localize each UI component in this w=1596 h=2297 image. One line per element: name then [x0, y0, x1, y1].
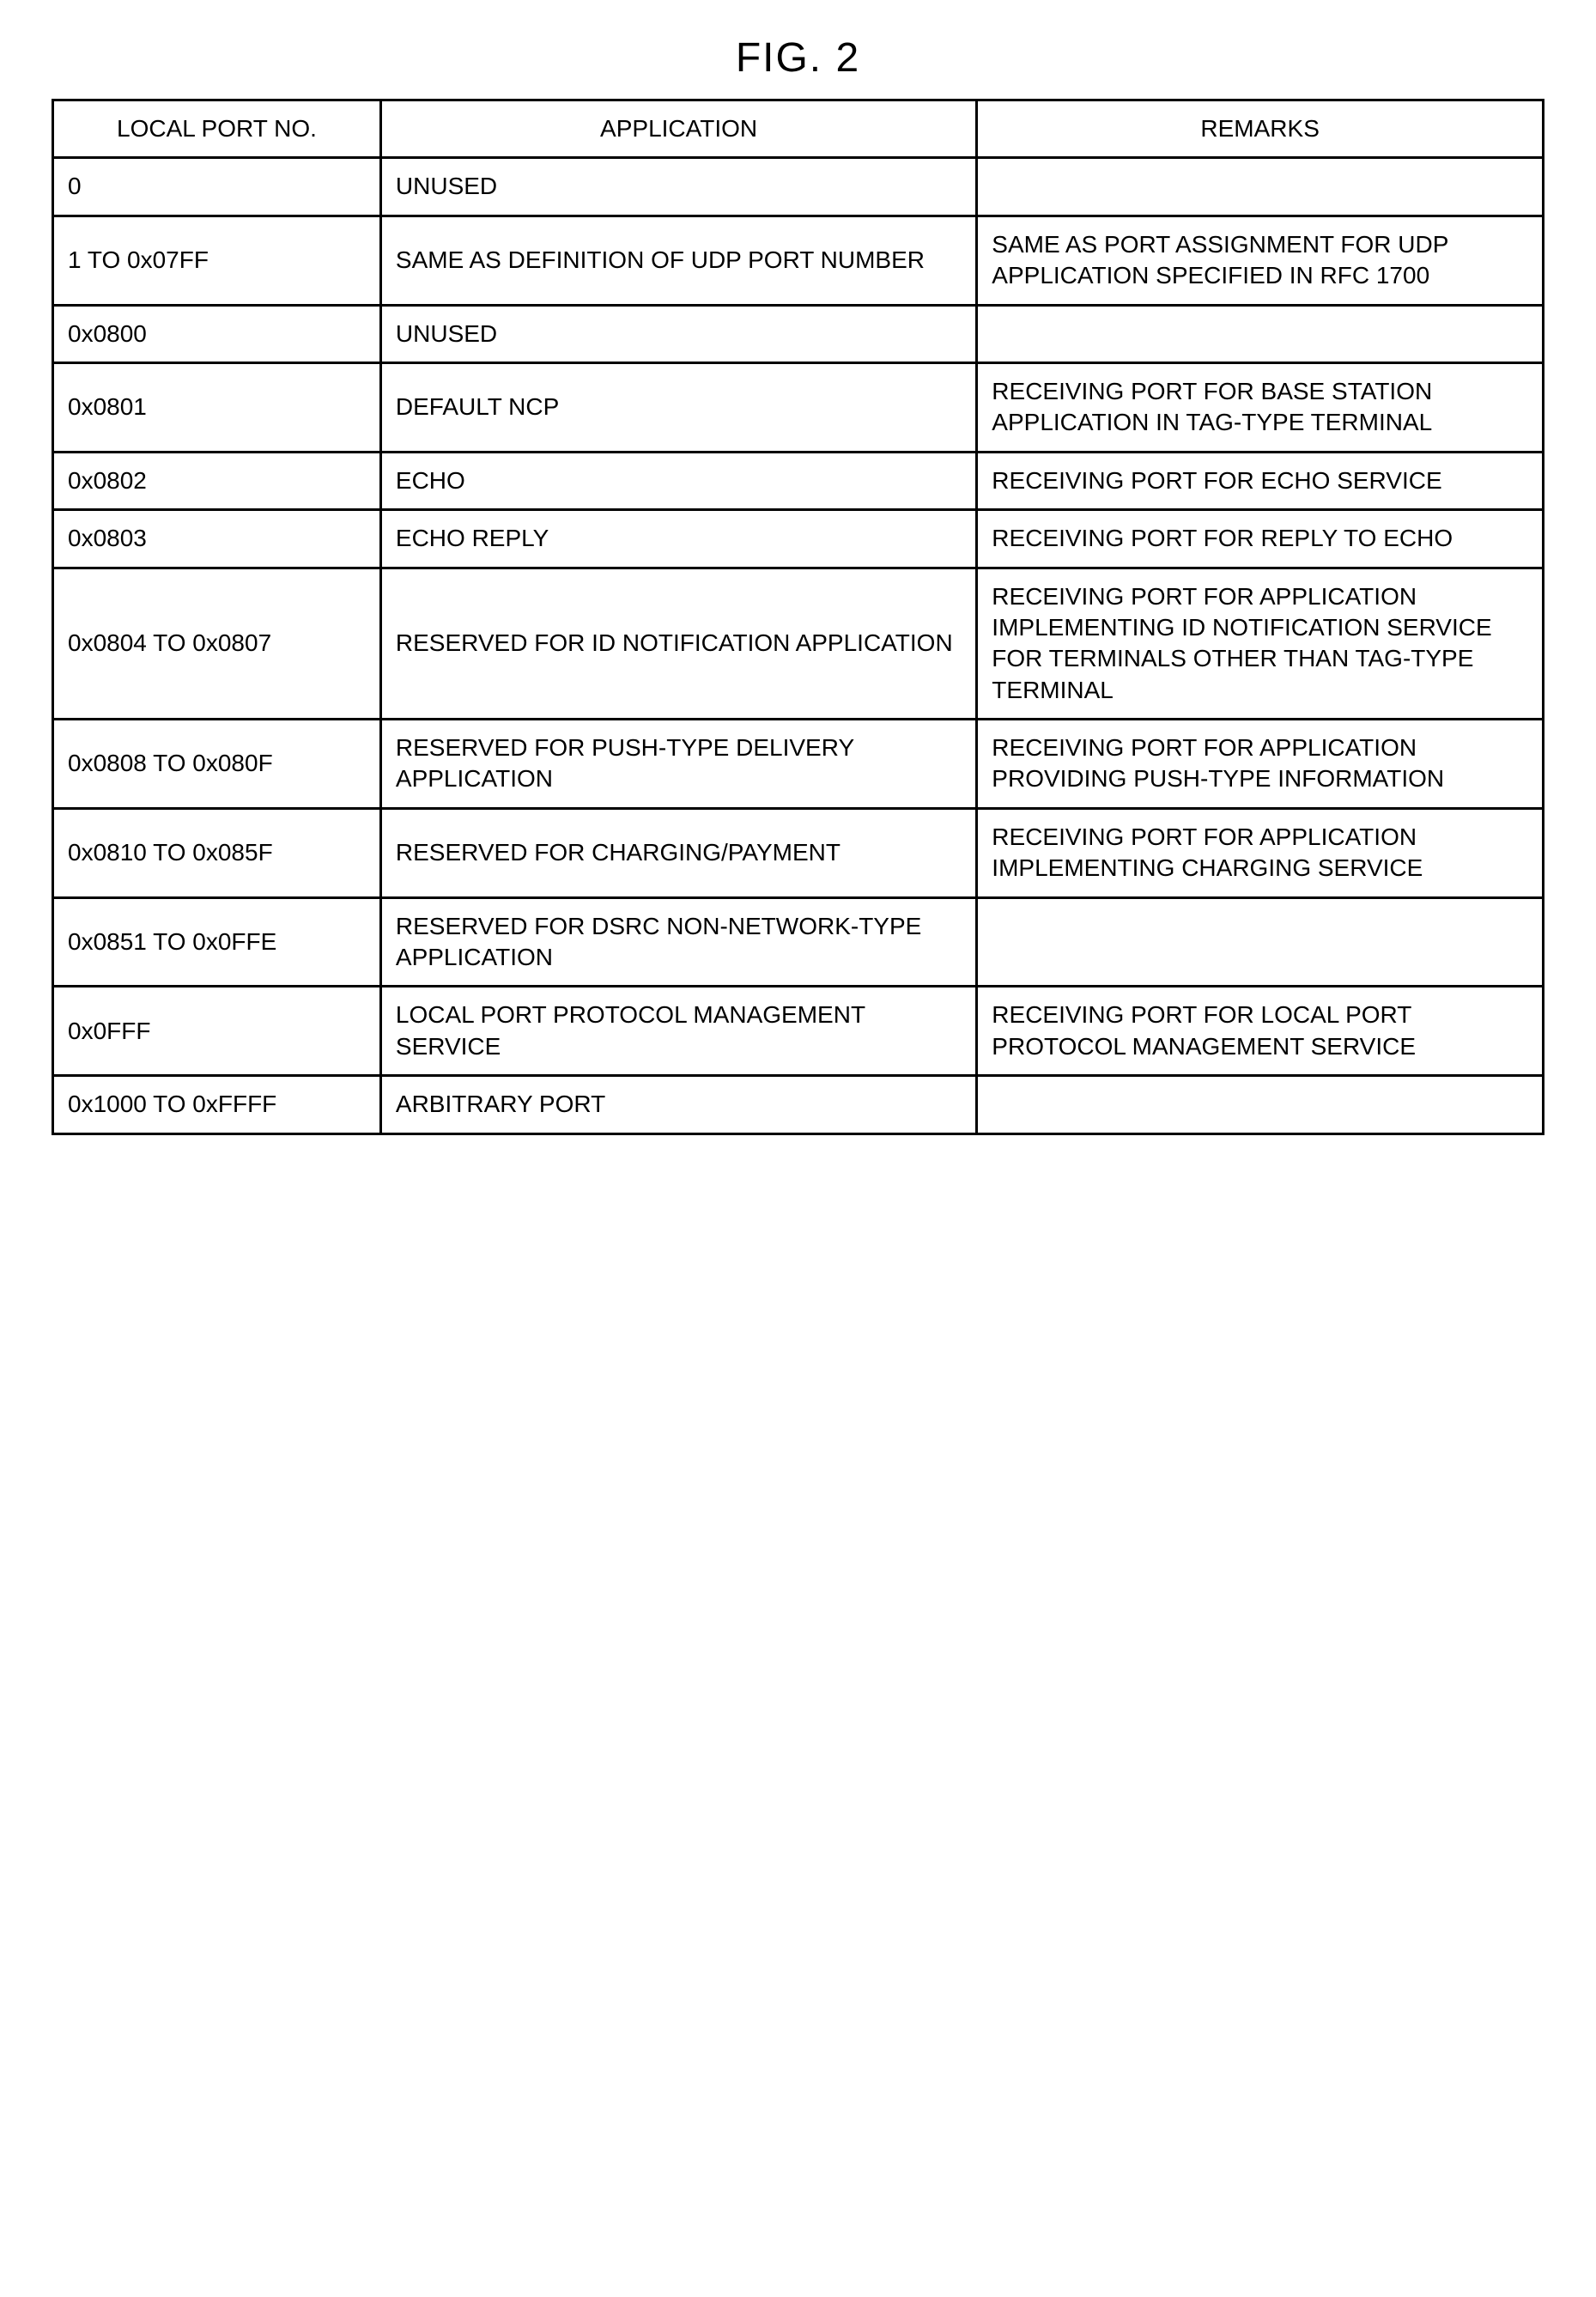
- cell-remarks: RECEIVING PORT FOR BASE STATION APPLICAT…: [977, 362, 1544, 452]
- figure-title: FIG. 2: [52, 34, 1544, 82]
- table-row: 0x1000 TO 0xFFFFARBITRARY PORT: [53, 1076, 1544, 1133]
- cell-application: RESERVED FOR DSRC NON-NETWORK-TYPE APPLI…: [380, 897, 976, 987]
- table-row: 0x0810 TO 0x085FRESERVED FOR CHARGING/PA…: [53, 808, 1544, 897]
- table-header-row: LOCAL PORT NO. APPLICATION REMARKS: [53, 100, 1544, 158]
- table-body: 0UNUSED1 TO 0x07FFSAME AS DEFINITION OF …: [53, 158, 1544, 1133]
- table-row: 0x0851 TO 0x0FFERESERVED FOR DSRC NON-NE…: [53, 897, 1544, 987]
- cell-application: ARBITRARY PORT: [380, 1076, 976, 1133]
- cell-port: 0x0803: [53, 510, 381, 568]
- cell-application: SAME AS DEFINITION OF UDP PORT NUMBER: [380, 216, 976, 305]
- cell-application: UNUSED: [380, 305, 976, 362]
- cell-application: LOCAL PORT PROTOCOL MANAGEMENT SERVICE: [380, 987, 976, 1076]
- cell-port: 0x0810 TO 0x085F: [53, 808, 381, 897]
- cell-application: DEFAULT NCP: [380, 362, 976, 452]
- cell-application: RESERVED FOR PUSH-TYPE DELIVERY APPLICAT…: [380, 720, 976, 809]
- cell-remarks: RECEIVING PORT FOR ECHO SERVICE: [977, 452, 1544, 509]
- cell-application: UNUSED: [380, 158, 976, 216]
- table-row: 0x0800UNUSED: [53, 305, 1544, 362]
- cell-application: ECHO REPLY: [380, 510, 976, 568]
- col-header-remarks: REMARKS: [977, 100, 1544, 158]
- cell-port: 0x0800: [53, 305, 381, 362]
- cell-application: RESERVED FOR ID NOTIFICATION APPLICATION: [380, 568, 976, 720]
- port-table: LOCAL PORT NO. APPLICATION REMARKS 0UNUS…: [52, 99, 1544, 1135]
- cell-remarks: [977, 1076, 1544, 1133]
- cell-remarks: RECEIVING PORT FOR APPLICATION IMPLEMENT…: [977, 568, 1544, 720]
- cell-port: 0x1000 TO 0xFFFF: [53, 1076, 381, 1133]
- table-row: 0UNUSED: [53, 158, 1544, 216]
- cell-remarks: [977, 897, 1544, 987]
- cell-port: 0x0802: [53, 452, 381, 509]
- cell-application: RESERVED FOR CHARGING/PAYMENT: [380, 808, 976, 897]
- cell-application: ECHO: [380, 452, 976, 509]
- table-row: 0x0808 TO 0x080FRESERVED FOR PUSH-TYPE D…: [53, 720, 1544, 809]
- cell-port: 0: [53, 158, 381, 216]
- cell-remarks: RECEIVING PORT FOR REPLY TO ECHO: [977, 510, 1544, 568]
- cell-port: 1 TO 0x07FF: [53, 216, 381, 305]
- table-row: 1 TO 0x07FFSAME AS DEFINITION OF UDP POR…: [53, 216, 1544, 305]
- table-row: 0x0FFFLOCAL PORT PROTOCOL MANAGEMENT SER…: [53, 987, 1544, 1076]
- cell-remarks: SAME AS PORT ASSIGNMENT FOR UDP APPLICAT…: [977, 216, 1544, 305]
- cell-port: 0x0801: [53, 362, 381, 452]
- cell-remarks: [977, 305, 1544, 362]
- cell-remarks: RECEIVING PORT FOR LOCAL PORT PROTOCOL M…: [977, 987, 1544, 1076]
- table-row: 0x0804 TO 0x0807RESERVED FOR ID NOTIFICA…: [53, 568, 1544, 720]
- cell-port: 0x0851 TO 0x0FFE: [53, 897, 381, 987]
- cell-port: 0x0FFF: [53, 987, 381, 1076]
- cell-remarks: RECEIVING PORT FOR APPLICATION IMPLEMENT…: [977, 808, 1544, 897]
- col-header-application: APPLICATION: [380, 100, 976, 158]
- cell-remarks: [977, 158, 1544, 216]
- table-row: 0x0803ECHO REPLYRECEIVING PORT FOR REPLY…: [53, 510, 1544, 568]
- table-row: 0x0801DEFAULT NCPRECEIVING PORT FOR BASE…: [53, 362, 1544, 452]
- cell-port: 0x0804 TO 0x0807: [53, 568, 381, 720]
- col-header-port: LOCAL PORT NO.: [53, 100, 381, 158]
- cell-remarks: RECEIVING PORT FOR APPLICATION PROVIDING…: [977, 720, 1544, 809]
- table-row: 0x0802ECHORECEIVING PORT FOR ECHO SERVIC…: [53, 452, 1544, 509]
- cell-port: 0x0808 TO 0x080F: [53, 720, 381, 809]
